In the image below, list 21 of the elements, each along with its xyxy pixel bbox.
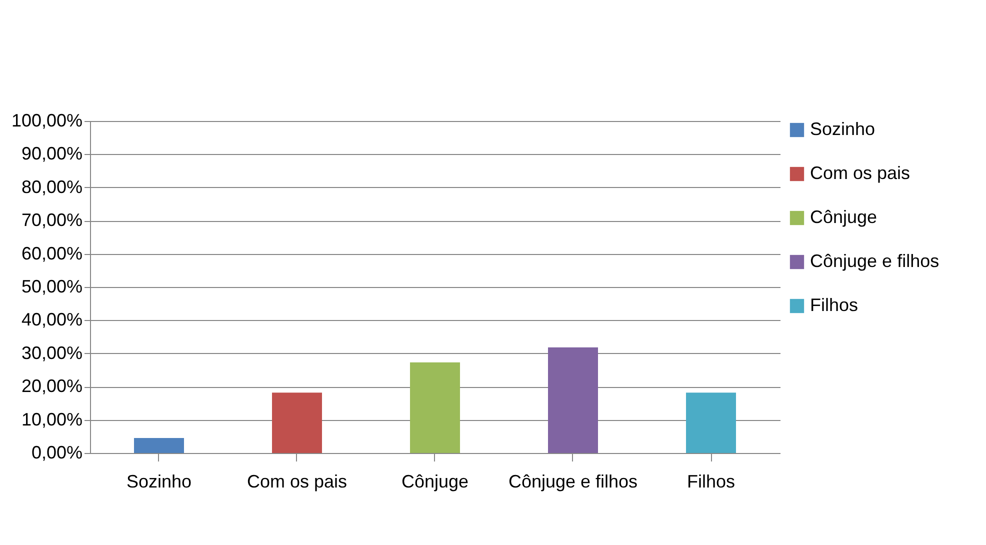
legend-label: Cônjuge e filhos [810,251,940,271]
legend-label: Cônjuge [810,207,878,227]
x-tick-label: Filhos [686,472,736,492]
x-tick-label: Cônjuge [401,472,469,492]
y-tick-label: 10,00% [21,409,82,430]
x-tick-label: Cônjuge e filhos [508,472,638,492]
y-tick-label: 30,00% [21,342,82,363]
y-tick-label: 50,00% [21,276,82,296]
y-tick-label: 0,00% [31,442,82,462]
x-tick-label: Sozinho [126,472,192,492]
y-tick-label: 100,00% [11,110,82,130]
legend-label: Com os pais [810,163,910,183]
y-tick-label: 80,00% [21,176,82,197]
y-tick-label: 60,00% [21,243,82,264]
y-tick-label: 20,00% [21,376,82,396]
y-tick-label: 40,00% [21,310,82,330]
legend-label: Filhos [810,295,858,315]
y-tick-label: 70,00% [21,210,82,230]
y-tick-label: 90,00% [21,144,82,164]
legend-label: Sozinho [810,119,876,139]
x-tick-label: Com os pais [246,472,348,492]
